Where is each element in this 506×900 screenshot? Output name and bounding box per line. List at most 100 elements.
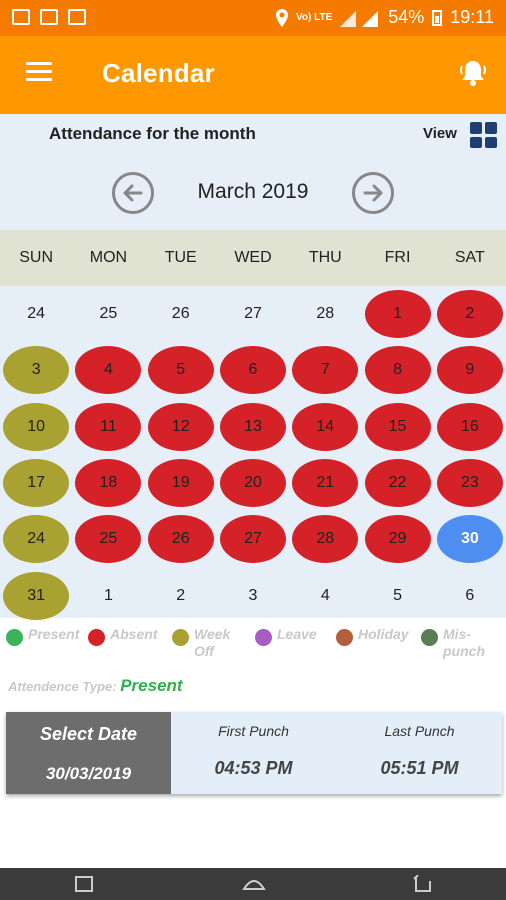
calendar-panel: Attendance for the month View March 2019… — [0, 114, 506, 620]
calendar-day-weekoff[interactable]: 10 — [3, 402, 70, 451]
legend-dot-icon — [255, 629, 272, 646]
calendar-day-absent[interactable]: 15 — [364, 402, 431, 451]
weekday-header: SUN MON TUE WED THU FRI SAT — [0, 230, 506, 286]
check-icon — [68, 9, 86, 25]
grid-view-icon[interactable] — [470, 122, 500, 148]
home-icon[interactable] — [242, 875, 266, 893]
weekday-label: TUE — [164, 249, 197, 266]
arrow-right-icon — [363, 184, 383, 202]
calendar-day-absent[interactable]: 19 — [147, 458, 214, 507]
calendar-day-weekoff[interactable]: 24 — [3, 515, 70, 564]
location-icon — [275, 8, 288, 27]
calendar-day-absent[interactable]: 11 — [75, 402, 142, 451]
calendar-day-absent[interactable]: 25 — [75, 515, 142, 564]
calendar-day-absent[interactable]: 16 — [436, 402, 503, 451]
calendar-day-other[interactable]: 25 — [99, 305, 118, 322]
recent-apps-icon[interactable] — [74, 875, 94, 893]
calendar-day-other[interactable]: 28 — [316, 305, 335, 322]
first-punch-time: 04:53 PM — [214, 758, 293, 778]
legend-label: Mis-punch — [443, 626, 485, 659]
legend-label: Leave — [277, 626, 317, 642]
app-icon — [40, 9, 58, 25]
weekday-label: MON — [89, 249, 128, 266]
calendar-day-absent[interactable]: 26 — [147, 515, 214, 564]
calendar-day-absent[interactable]: 20 — [220, 458, 286, 507]
weekday-label: WED — [234, 249, 272, 266]
legend-dot-icon — [6, 629, 23, 646]
calendar-day-absent[interactable]: 12 — [147, 402, 214, 451]
calendar-day-other[interactable]: 6 — [465, 586, 475, 604]
battery-percent: 54% — [388, 7, 425, 27]
legend-label: Holiday — [358, 626, 409, 642]
calendar-day-absent[interactable]: 22 — [364, 458, 431, 507]
calendar-day-absent[interactable]: 28 — [292, 515, 359, 564]
legend-dot-icon — [88, 629, 105, 646]
attendance-type: Attendence Type: Present — [8, 676, 183, 696]
calendar-day-absent[interactable]: 6 — [220, 346, 286, 395]
notification-icons — [12, 9, 86, 25]
last-punch-label: Last Punch — [384, 723, 455, 739]
status-bar: Vo) LTE 54% 19:11 — [0, 0, 506, 36]
legend-label: Present — [28, 626, 80, 642]
calendar-day-absent[interactable]: 5 — [147, 346, 214, 395]
calendar-day-absent[interactable]: 13 — [220, 402, 286, 451]
calendar-day-today[interactable]: 30 — [436, 515, 503, 564]
calendar-day-absent[interactable]: 27 — [220, 515, 286, 564]
calendar-day-absent[interactable]: 18 — [75, 458, 142, 507]
month-label: March 2019 — [197, 180, 309, 203]
calendar-day-absent[interactable]: 2 — [436, 290, 503, 338]
calendar-day-other[interactable]: 5 — [393, 586, 403, 604]
legend-item: Absent — [88, 626, 157, 646]
calendar-day-weekoff[interactable]: 31 — [3, 571, 70, 620]
calendar-day-other[interactable]: 1 — [103, 586, 113, 604]
weekday-label: THU — [308, 249, 342, 266]
next-month-button[interactable] — [352, 172, 394, 214]
calendar-day-absent[interactable]: 29 — [364, 515, 431, 564]
first-punch: First Punch 04:53 PM — [171, 712, 336, 794]
app-bar: Calendar — [0, 36, 506, 114]
back-icon[interactable] — [412, 875, 432, 893]
legend-item: Leave — [255, 626, 317, 646]
calendar-day-absent[interactable]: 1 — [364, 290, 431, 338]
calendar-day-weekoff[interactable]: 3 — [3, 346, 70, 395]
signal-icon — [340, 10, 379, 27]
attendance-type-label: Attendence Type: — [8, 679, 117, 694]
calendar-day-absent[interactable]: 7 — [292, 346, 359, 395]
calendar-day-absent[interactable]: 23 — [436, 458, 503, 507]
calendar-day-absent[interactable]: 4 — [75, 346, 142, 395]
arrow-left-icon — [123, 184, 143, 202]
calendar-day-absent[interactable]: 8 — [364, 346, 431, 395]
legend: Present Absent Week Off Leave Holiday Mis-pun… — [0, 622, 506, 662]
calendar-day-absent[interactable]: 14 — [292, 402, 359, 451]
page-title: Calendar — [102, 58, 215, 88]
attendance-heading: Attendance for the month — [49, 124, 256, 143]
select-date-button[interactable]: Select Date 30/03/2019 — [6, 712, 171, 794]
punch-card: Select Date 30/03/2019 First Punch 04:53… — [6, 712, 502, 794]
calendar-day-absent[interactable]: 9 — [436, 346, 503, 395]
calendar-day-other[interactable]: 26 — [171, 305, 190, 322]
legend-dot-icon — [336, 629, 353, 646]
calendar-day-weekoff[interactable]: 17 — [3, 458, 70, 507]
weekday-label: SUN — [19, 249, 54, 266]
status-right: Vo) LTE 54% 19:11 — [275, 7, 494, 28]
calendar-day-other[interactable]: 4 — [320, 586, 330, 604]
weekday-label: SAT — [454, 249, 485, 266]
calendar-day-other[interactable]: 24 — [27, 305, 46, 322]
calendar-day-absent[interactable]: 21 — [292, 458, 359, 507]
last-punch: Last Punch 05:51 PM — [337, 712, 502, 794]
legend-item: Present — [6, 626, 79, 646]
legend-item: Holiday — [336, 626, 409, 646]
weekday-label: FRI — [384, 249, 411, 266]
calendar-day-other[interactable]: 3 — [248, 586, 258, 604]
selected-date: 30/03/2019 — [45, 764, 132, 783]
calendar-day-other[interactable]: 27 — [244, 305, 262, 322]
notification-bell-icon[interactable] — [458, 58, 488, 88]
calendar-day-other[interactable]: 2 — [176, 586, 186, 604]
battery-icon — [432, 9, 443, 26]
previous-month-button[interactable] — [112, 172, 154, 214]
clock: 19:11 — [450, 7, 494, 27]
legend-label: Absent — [110, 626, 158, 642]
legend-item: Mis-punch — [421, 626, 487, 660]
image-icon — [12, 9, 30, 25]
menu-icon[interactable] — [26, 62, 52, 82]
